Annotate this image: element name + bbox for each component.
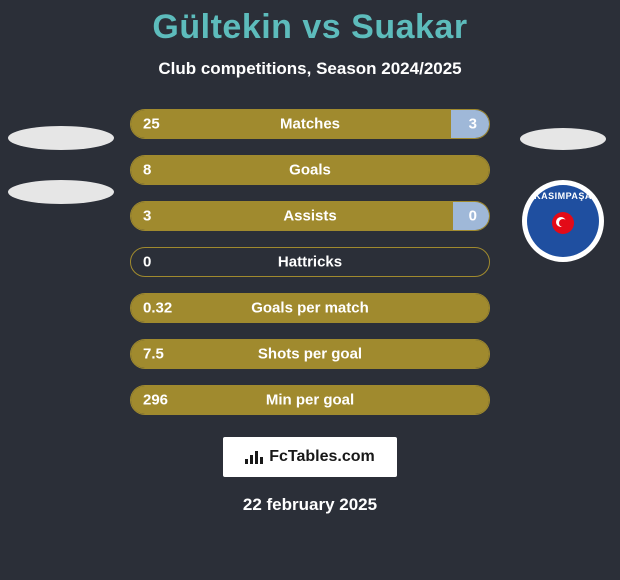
brand-text: FcTables.com <box>269 448 375 466</box>
club-badge-name: KASIMPAŞA <box>527 191 599 201</box>
stat-row: 3 0 Assists <box>130 201 490 231</box>
stats-rows: 25 3 Matches 8 Goals 3 0 Assists 0 Hattricks 0.32 G… <box>0 109 620 415</box>
stat-value-left: 296 <box>143 392 168 409</box>
player2-club-badge: KASIMPAŞA <box>522 180 604 262</box>
stat-label: Hattricks <box>278 254 342 271</box>
stat-value-left: 0 <box>143 254 151 271</box>
stat-label: Shots per goal <box>258 346 362 363</box>
player1-club-placeholder <box>8 180 114 204</box>
stat-label: Matches <box>280 116 340 133</box>
stat-value-left: 8 <box>143 162 151 179</box>
stat-value-left: 25 <box>143 116 160 133</box>
stat-row: 25 3 Matches <box>130 109 490 139</box>
stat-row: 8 Goals <box>130 155 490 185</box>
stat-row: 0.32 Goals per match <box>130 293 490 323</box>
infographic-root: Gültekin vs Suakar Club competitions, Se… <box>0 0 620 580</box>
stat-row: 0 Hattricks <box>130 247 490 277</box>
bars-icon <box>245 450 263 464</box>
stat-row: 7.5 Shots per goal <box>130 339 490 369</box>
stat-value-right: 0 <box>469 208 477 225</box>
club-badge-inner: KASIMPAŞA <box>527 185 599 257</box>
stat-label: Goals per match <box>251 300 369 317</box>
stat-label: Assists <box>283 208 336 225</box>
player2-avatar-placeholder <box>520 128 606 150</box>
player1-avatar-placeholder <box>8 126 114 150</box>
club-badge-flag-icon <box>552 212 574 234</box>
stat-value-left: 3 <box>143 208 151 225</box>
stat-value-left: 0.32 <box>143 300 172 317</box>
stat-row: 296 Min per goal <box>130 385 490 415</box>
stat-value-left: 7.5 <box>143 346 164 363</box>
page-subtitle: Club competitions, Season 2024/2025 <box>158 59 461 79</box>
footer-date: 22 february 2025 <box>243 495 377 515</box>
stat-label: Min per goal <box>266 392 354 409</box>
stat-value-right: 3 <box>469 116 477 133</box>
brand-badge: FcTables.com <box>223 437 397 477</box>
page-title: Gültekin vs Suakar <box>152 8 467 47</box>
stat-label: Goals <box>289 162 331 179</box>
